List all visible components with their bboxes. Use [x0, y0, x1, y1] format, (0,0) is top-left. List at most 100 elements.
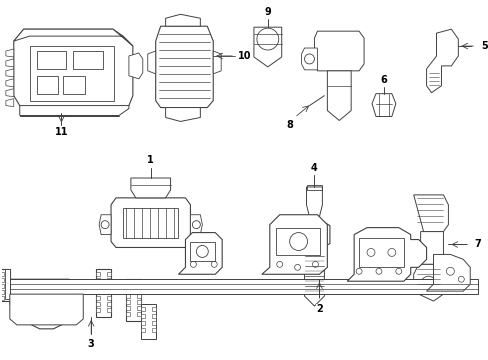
Bar: [126, 306, 130, 310]
Polygon shape: [6, 49, 14, 57]
Bar: [358, 238, 403, 267]
Text: 7: 7: [474, 239, 481, 249]
Bar: [37, 51, 66, 69]
Polygon shape: [165, 14, 200, 26]
Polygon shape: [20, 105, 129, 116]
Bar: [190, 242, 215, 261]
Polygon shape: [129, 53, 142, 79]
Polygon shape: [426, 29, 457, 93]
Text: 8: 8: [285, 121, 292, 130]
Bar: [137, 312, 141, 316]
Text: 6: 6: [380, 75, 386, 85]
Polygon shape: [6, 89, 14, 96]
Polygon shape: [99, 215, 111, 235]
Bar: [137, 288, 141, 292]
Bar: [73, 51, 103, 69]
Bar: [96, 278, 100, 282]
Polygon shape: [371, 94, 395, 117]
Bar: [126, 288, 130, 292]
Bar: [37, 76, 59, 94]
Polygon shape: [165, 108, 200, 121]
Polygon shape: [213, 51, 221, 74]
Text: 3: 3: [88, 339, 94, 349]
Polygon shape: [10, 279, 477, 294]
Polygon shape: [96, 269, 111, 317]
Bar: [96, 308, 100, 312]
Text: 9: 9: [264, 7, 271, 17]
Bar: [126, 282, 130, 286]
Bar: [141, 314, 144, 318]
Text: 1: 1: [147, 155, 154, 165]
Bar: [151, 321, 155, 325]
Bar: [141, 307, 144, 311]
Bar: [96, 296, 100, 300]
Polygon shape: [304, 252, 324, 306]
Bar: [107, 284, 111, 288]
Bar: [126, 312, 130, 316]
Polygon shape: [190, 215, 202, 235]
Bar: [137, 294, 141, 298]
Bar: [0, 290, 4, 294]
Bar: [107, 272, 111, 276]
Bar: [126, 300, 130, 304]
Polygon shape: [6, 99, 14, 107]
Bar: [96, 290, 100, 294]
Bar: [0, 284, 4, 288]
Polygon shape: [420, 231, 443, 264]
Polygon shape: [314, 31, 364, 71]
Bar: [30, 46, 114, 100]
Bar: [0, 278, 4, 282]
Polygon shape: [413, 195, 447, 231]
Bar: [137, 300, 141, 304]
Polygon shape: [346, 228, 426, 281]
Bar: [151, 307, 155, 311]
Polygon shape: [262, 215, 326, 274]
Polygon shape: [155, 26, 213, 108]
Bar: [126, 294, 130, 298]
Polygon shape: [413, 264, 443, 301]
Polygon shape: [301, 48, 317, 70]
Text: 11: 11: [55, 127, 68, 138]
Polygon shape: [326, 71, 350, 121]
Polygon shape: [126, 279, 141, 321]
Bar: [107, 302, 111, 306]
Bar: [0, 296, 4, 300]
Polygon shape: [111, 198, 190, 247]
Bar: [107, 290, 111, 294]
Polygon shape: [17, 282, 66, 291]
Polygon shape: [6, 59, 14, 67]
Bar: [151, 314, 155, 318]
Polygon shape: [306, 187, 322, 217]
Bar: [107, 296, 111, 300]
Polygon shape: [5, 269, 10, 299]
Bar: [96, 302, 100, 306]
Polygon shape: [17, 304, 66, 311]
Text: 2: 2: [315, 304, 322, 314]
Polygon shape: [253, 27, 281, 67]
Bar: [96, 284, 100, 288]
Polygon shape: [6, 79, 14, 87]
Polygon shape: [10, 279, 76, 329]
Polygon shape: [14, 29, 133, 46]
Bar: [141, 328, 144, 332]
Bar: [137, 282, 141, 286]
Bar: [96, 272, 100, 276]
Bar: [107, 278, 111, 282]
Bar: [63, 76, 85, 94]
Bar: [122, 208, 177, 238]
Polygon shape: [6, 69, 14, 77]
Polygon shape: [14, 29, 133, 113]
Polygon shape: [298, 217, 329, 252]
Polygon shape: [0, 269, 10, 301]
Text: 5: 5: [480, 41, 487, 51]
Bar: [306, 185, 322, 190]
Polygon shape: [131, 178, 170, 198]
Polygon shape: [10, 294, 83, 325]
Bar: [107, 308, 111, 312]
Text: 10: 10: [238, 51, 251, 61]
Polygon shape: [178, 233, 222, 274]
Polygon shape: [141, 304, 155, 339]
Bar: [151, 328, 155, 332]
Bar: [141, 321, 144, 325]
Bar: [137, 306, 141, 310]
